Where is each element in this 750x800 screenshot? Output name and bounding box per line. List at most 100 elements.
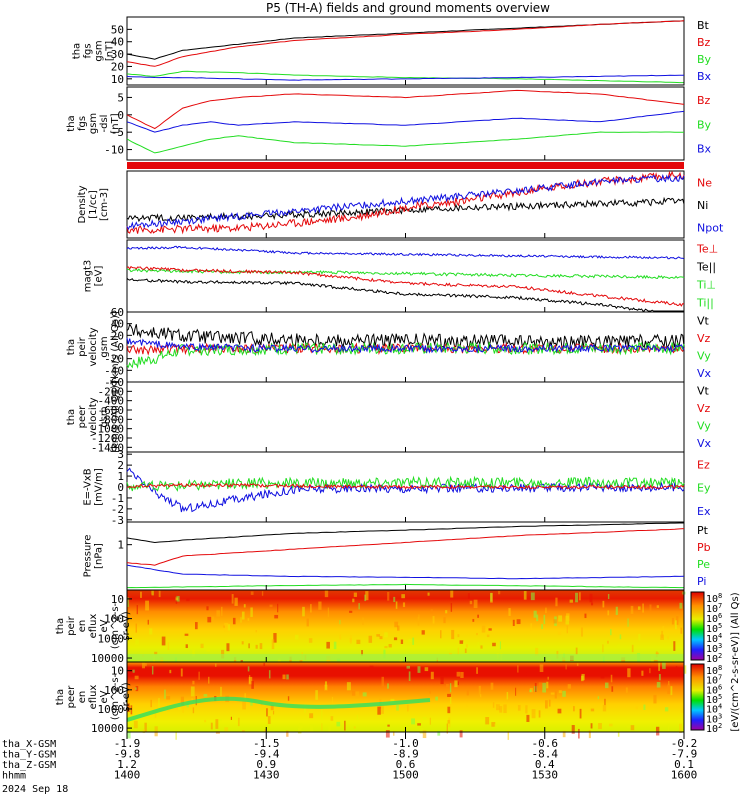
spectrogram-cell [584, 613, 587, 619]
spectrogram-cell [376, 634, 381, 637]
spectrogram-cell [272, 710, 275, 715]
series-fgs_gsm_dsl-By [126, 131, 685, 154]
spectrogram-cell [167, 642, 170, 651]
x-row-value: -0.6 [532, 737, 559, 750]
colorbar-tick-label: 107 [706, 602, 722, 615]
series-fgs_gsm_dsl-Bz [126, 89, 685, 130]
colorbar-tick-label: 104 [706, 703, 722, 716]
spectrogram-cell [259, 643, 263, 650]
spectrogram-cell [631, 644, 634, 653]
spectrogram-cell [286, 674, 289, 680]
spectrogram-cell [656, 726, 660, 736]
spectrogram-cell [241, 641, 244, 645]
spectrogram-cell [353, 726, 356, 729]
legend-Bt: Bt [697, 19, 710, 32]
spectrogram-cell [481, 625, 486, 633]
y-axis-label: en [77, 620, 88, 633]
legend-Te||: Te|| [696, 261, 716, 274]
colorbar-tick-label: 105 [706, 693, 722, 706]
spectrogram-cell [558, 690, 562, 694]
x-row-value: 1600 [671, 769, 698, 782]
spectrogram-cell [355, 691, 359, 699]
spectrogram-cell [368, 635, 373, 643]
spectrogram-cell [448, 717, 451, 728]
x-row-label: hhmm [2, 771, 26, 782]
x-row-value: 1430 [253, 769, 280, 782]
spectrogram-cell [602, 644, 604, 653]
spectrogram-cell [417, 666, 421, 673]
spectrogram-cell [477, 614, 480, 618]
spectrogram-cell [627, 724, 631, 728]
spectrogram-cell [383, 649, 386, 659]
y-axis-label: [mV/m] [94, 468, 105, 506]
spectrogram-cell [406, 665, 411, 669]
spectrogram-cell [457, 681, 460, 686]
spectrogram-cell [429, 717, 431, 725]
x-row-value: -1.0 [392, 737, 419, 750]
spectrogram-cell [393, 637, 398, 641]
spectrogram-cell [402, 602, 406, 608]
spectrogram-cell [175, 597, 179, 601]
spectrogram-cell [472, 618, 475, 622]
spectrogram-cell [576, 663, 579, 666]
spectrogram-cell [536, 614, 539, 622]
y-axis-label: sr-eV) [121, 611, 132, 640]
legend-Pe: Pe [697, 558, 710, 571]
series-fgs_gsm-Bt [126, 20, 685, 60]
legend-Vt: Vt [697, 384, 710, 397]
spectrogram-cell [241, 611, 245, 620]
spectrogram-cell [459, 730, 463, 738]
legend-Ex: Ex [697, 505, 711, 518]
spectrogram-cell [315, 690, 318, 700]
x-row-value: 1.2 [117, 758, 137, 771]
series-pressure-Pb [126, 528, 685, 566]
y-axis-label: peir [66, 615, 77, 635]
panel-temp: magt3 [eV] Te⊥ Te|| Ti⊥ Ti|| [83, 239, 718, 313]
y-axis-label: gsm [88, 113, 99, 134]
spectrogram-cell [535, 647, 539, 657]
spectrogram-cell [675, 665, 678, 676]
spectrogram-cell [324, 590, 329, 598]
y-axis-label: gsm [94, 40, 105, 61]
spectrogram-cell [590, 708, 595, 712]
y-tick-label: 100 [104, 684, 124, 697]
legend-Bz: Bz [697, 94, 711, 107]
legend-Ti||: Ti|| [696, 297, 714, 310]
spectrogram-cell [287, 696, 290, 701]
spectrogram-cell [512, 619, 515, 627]
y-tick-label: 0 [117, 109, 124, 122]
spectrogram-cell [608, 723, 613, 727]
spectrogram-cell [400, 639, 404, 644]
spectrogram-cell [598, 723, 602, 730]
spectrogram-cell [627, 668, 631, 678]
panel-flag [127, 162, 684, 169]
spectrogram-cell [680, 627, 683, 634]
spectrogram-cell [579, 708, 582, 719]
legend-Vz: Vz [697, 332, 711, 345]
spectrogram-cell [184, 633, 189, 636]
y-axis-label: peir [77, 336, 88, 356]
y-tick-label: 60 [111, 306, 124, 319]
spectrogram-cell [192, 680, 195, 685]
legend-Ti⊥: Ti⊥ [696, 279, 716, 292]
y-axis-label: tha [66, 115, 77, 131]
spectrogram-cell [388, 644, 392, 648]
y-axis-label: tha [72, 43, 83, 59]
spectrogram-cell [135, 686, 139, 692]
spectrogram-cell [557, 631, 562, 635]
spectrogram-cell [469, 600, 473, 605]
spectrogram-cell [403, 657, 406, 663]
spectrogram-cell [602, 600, 605, 608]
spectrogram-cell [261, 591, 264, 596]
spectrogram-cell [656, 681, 661, 688]
spectrogram-cell [395, 601, 398, 609]
spectrogram-cell [135, 623, 137, 633]
spectrogram-cell [522, 672, 527, 676]
x-row-value: -7.9 [671, 748, 698, 761]
spectrogram-cell [517, 704, 521, 711]
spectrogram-cell [661, 630, 664, 638]
spectrogram-cell [393, 596, 396, 603]
spectrogram-cell [480, 645, 483, 649]
spectrogram-cell [533, 610, 537, 618]
spectrogram-cell [343, 668, 348, 677]
